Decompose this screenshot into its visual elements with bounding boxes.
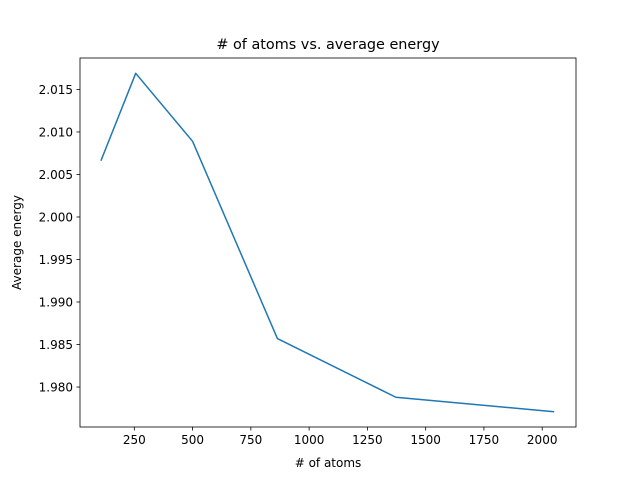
chart-title: # of atoms vs. average energy (216, 37, 440, 53)
plot-area: 250 500 750 1000 1250 1500 1750 2000 1.980 1.985 1… (39, 57, 577, 447)
y-tick-label: 1.990 (39, 295, 73, 309)
y-tick-label: 2.010 (39, 125, 73, 139)
x-tick-label: 1750 (469, 433, 500, 447)
x-tick-label: 1000 (294, 433, 325, 447)
y-tick-label: 2.000 (39, 210, 73, 224)
axes-frame (79, 57, 577, 428)
y-tick-label: 1.995 (39, 253, 73, 267)
x-tick-label: 1500 (410, 433, 441, 447)
x-tick-label: 250 (123, 433, 146, 447)
y-axis-label: Average energy (10, 195, 24, 290)
y-tick-label: 1.985 (39, 338, 73, 352)
x-tick-label: 500 (181, 433, 204, 447)
x-axis-label: # of atoms (295, 456, 362, 470)
series-line (100, 72, 555, 413)
x-tick-label: 1250 (352, 433, 383, 447)
x-tick-label: 750 (239, 433, 262, 447)
y-tick-label: 2.005 (39, 168, 73, 182)
y-tick-label: 1.980 (39, 380, 73, 394)
x-tick-label: 2000 (527, 433, 558, 447)
y-tick-label: 2.015 (39, 83, 73, 97)
